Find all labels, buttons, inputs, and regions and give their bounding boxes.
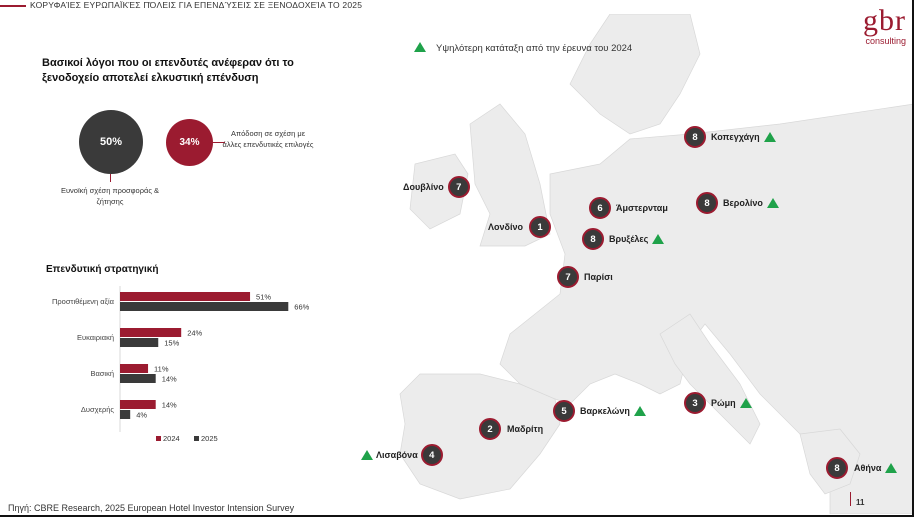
rank-badge: 8 bbox=[696, 192, 718, 214]
city-name: Μαδρίτη bbox=[507, 424, 544, 434]
city-marker-lisbon: Λισαβόνα 4 bbox=[361, 444, 443, 466]
chart-data-label: 51% bbox=[256, 293, 271, 302]
green-triangle-icon bbox=[652, 234, 665, 244]
city-name: Λισαβόνα bbox=[376, 450, 418, 460]
header-accent-rule bbox=[0, 5, 26, 7]
rank-badge: 7 bbox=[557, 266, 579, 288]
rank-badge: 5 bbox=[553, 400, 575, 422]
green-triangle-icon bbox=[763, 132, 776, 142]
strategy-chart-title: Επενδυτική στρατηγική bbox=[46, 264, 159, 275]
rank-badge: 4 bbox=[420, 444, 443, 466]
green-triangle-icon bbox=[739, 398, 752, 408]
rank-badge: 8 bbox=[582, 228, 604, 250]
slide-frame-bottom bbox=[0, 515, 914, 517]
city-marker-london: Λονδίνο 1 bbox=[488, 216, 551, 238]
city-marker-madrid: 2 Μαδρίτη bbox=[479, 418, 543, 440]
map-legend: Υψηλότερη κατάταξη από την έρευνα του 20… bbox=[414, 42, 632, 54]
rank-badge: 2 bbox=[479, 418, 501, 440]
chart-data-label: 14% bbox=[162, 401, 177, 410]
map-land-ireland bbox=[409, 153, 469, 230]
city-name: Ρώμη bbox=[711, 398, 736, 408]
chart-category-label: Προστιθέμενη αξία bbox=[52, 297, 115, 306]
chart-bar-2024 bbox=[120, 292, 251, 301]
chart-bar-2025 bbox=[120, 302, 289, 311]
city-marker-brussels: 8 Βρυξέλες bbox=[582, 228, 665, 250]
chart-category-label: Ευκαιριακή bbox=[77, 333, 114, 342]
map-land-scandinavia bbox=[569, 14, 701, 135]
logo-subtitle: consulting bbox=[865, 36, 906, 46]
chart-category-label: Δυσχερής bbox=[81, 405, 114, 414]
rank-badge: 8 bbox=[826, 457, 848, 479]
city-name: Άμστερνταμ bbox=[616, 203, 668, 213]
logo-mark: gbr bbox=[863, 4, 906, 37]
chart-legend-swatch bbox=[194, 436, 199, 441]
city-name: Βερολίνο bbox=[723, 198, 763, 208]
map-land-iberia bbox=[399, 373, 561, 500]
rank-badge: 8 bbox=[684, 126, 706, 148]
city-marker-amsterdam: 6 Άμστερνταμ bbox=[589, 197, 668, 219]
chart-data-label: 15% bbox=[164, 339, 179, 348]
city-name: Παρίσι bbox=[584, 272, 613, 282]
chart-legend-swatch bbox=[156, 436, 161, 441]
slide-title: Κορυφαίες ευρωπαϊκές πόλεις για επενδύσε… bbox=[30, 0, 363, 10]
map-legend-label: Υψηλότερη κατάταξη από την έρευνα του 20… bbox=[436, 43, 633, 54]
page-number: 11 bbox=[856, 498, 865, 507]
green-triangle-icon bbox=[414, 42, 426, 52]
city-marker-barcelona: 5 Βαρκελώνη bbox=[553, 400, 646, 422]
reason-connector-line bbox=[110, 174, 111, 182]
city-name: Αθήνα bbox=[854, 463, 882, 473]
map-land-britain bbox=[469, 103, 551, 247]
reason-label-supply-demand: Ευνοϊκή σχέση προσφοράς & ζήτησης bbox=[60, 186, 160, 206]
city-name: Δουβλίνο bbox=[403, 182, 444, 192]
chart-bar-2024 bbox=[120, 328, 182, 337]
gbr-consulting-logo: gbr consulting bbox=[834, 6, 906, 50]
chart-data-label: 66% bbox=[294, 303, 309, 312]
chart-bar-2025 bbox=[120, 338, 159, 347]
reason-circle-supply-demand: 50% bbox=[79, 110, 143, 174]
chart-bar-2025 bbox=[120, 410, 131, 419]
reason-circle-returns: 34% bbox=[166, 119, 213, 166]
city-name: Λονδίνο bbox=[488, 222, 523, 232]
city-name: Βαρκελώνη bbox=[580, 406, 630, 416]
source-note: Πηγή: CBRE Research, 2025 European Hotel… bbox=[8, 503, 295, 513]
chart-data-label: 24% bbox=[187, 329, 202, 338]
map-land-italy bbox=[659, 313, 761, 445]
slide-frame-right bbox=[912, 0, 914, 517]
europe-map bbox=[399, 14, 914, 514]
green-triangle-icon bbox=[766, 198, 779, 208]
city-marker-berlin: 8 Βερολίνο bbox=[696, 192, 779, 214]
green-triangle-icon bbox=[885, 463, 898, 473]
rank-badge: 3 bbox=[684, 392, 706, 414]
chart-legend-label: 2025 bbox=[201, 434, 218, 443]
chart-legend-label: 2024 bbox=[163, 434, 180, 443]
chart-category-label: Βασική bbox=[90, 369, 114, 378]
chart-data-label: 11% bbox=[154, 365, 169, 374]
reason-connector-line bbox=[213, 142, 225, 143]
city-marker-dublin: Δουβλίνο 7 bbox=[403, 176, 470, 198]
page-number-accent bbox=[850, 492, 851, 506]
city-marker-copenhagen: 8 Κοπεγχάγη bbox=[684, 126, 776, 148]
header-bar: Κορυφαίες ευρωπαϊκές πόλεις για επενδύσε… bbox=[0, 0, 914, 12]
chart-bar-2024 bbox=[120, 364, 149, 373]
chart-data-label: 14% bbox=[162, 375, 177, 384]
green-triangle-icon bbox=[361, 450, 373, 460]
chart-bar-2025 bbox=[120, 374, 156, 383]
city-name: Κοπεγχάγη bbox=[711, 132, 760, 142]
rank-badge: 1 bbox=[528, 216, 551, 238]
reason-label-returns: Απόδοση σε σχέση με άλλες επενδυτικές επ… bbox=[222, 129, 314, 149]
strategy-bar-chart: Προστιθέμενη αξία 51% 66% Ευκαιριακή 24% 15% Β… bbox=[52, 286, 310, 443]
reasons-title: Βασικοί λόγοι που οι επενδυτές ανέφεραν … bbox=[42, 57, 294, 84]
chart-bar-2024 bbox=[120, 400, 156, 409]
chart-data-label: 4% bbox=[136, 411, 147, 420]
rank-badge: 6 bbox=[589, 197, 611, 219]
rank-badge: 7 bbox=[447, 176, 470, 198]
green-triangle-icon bbox=[633, 406, 646, 416]
city-name: Βρυξέλες bbox=[609, 234, 649, 244]
city-marker-athens: 8 Αθήνα bbox=[826, 457, 898, 479]
city-marker-paris: 7 Παρίσι bbox=[557, 266, 613, 288]
city-marker-rome: 3 Ρώμη bbox=[684, 392, 752, 414]
